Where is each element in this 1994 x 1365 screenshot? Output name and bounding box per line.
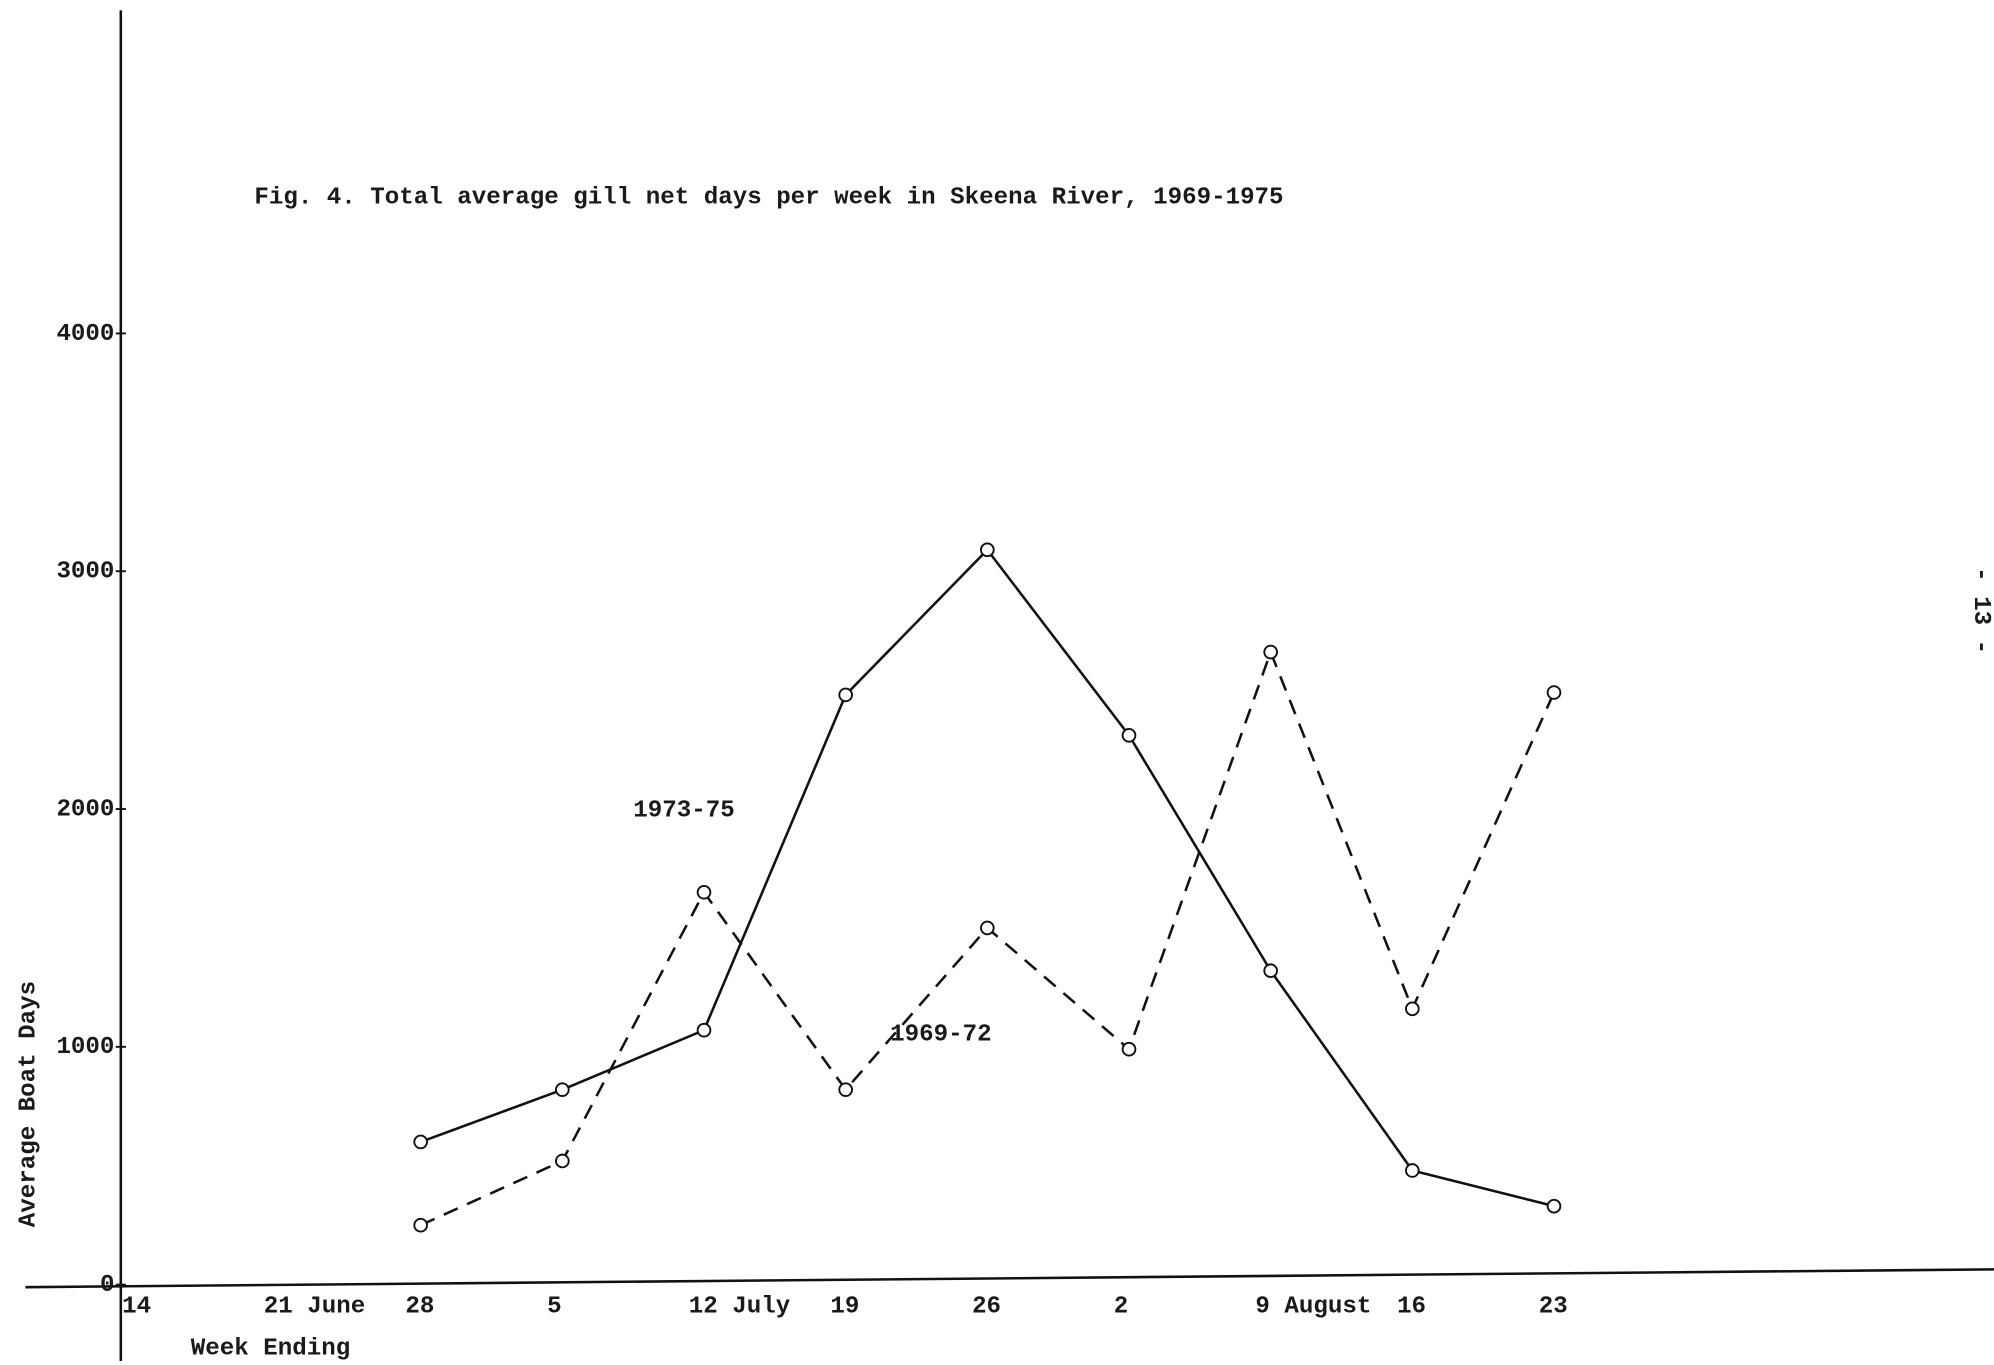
x-tick-label: 16 [1397,1294,1426,1321]
y-tick-label: 4000 [56,321,114,348]
data-point [980,542,995,558]
x-axis-label: Week Ending [191,1336,350,1363]
data-point [413,1217,428,1233]
page-number: - 13 - [1967,567,1994,654]
data-point [1405,1001,1420,1017]
data-point [838,687,853,703]
y-tick-label: 1000 [56,1034,114,1061]
data-point [555,1082,570,1097]
data-point [1121,1041,1137,1057]
data-point [413,1134,428,1150]
data-point [980,920,995,936]
x-axis [25,1268,1994,1289]
data-point [555,1153,570,1169]
y-tick-label: 0 [100,1272,115,1299]
x-tick-label: 14 [122,1294,151,1321]
x-tick-label: 21 June [264,1294,365,1321]
y-tick-label: 3000 [56,559,114,586]
data-point [1263,963,1278,979]
series-label: 1973-75 [633,798,734,825]
x-tick-label: 23 [1539,1294,1568,1321]
series-label: 1969-72 [890,1021,991,1048]
data-point [696,884,712,900]
data-point [1546,685,1562,700]
y-tick-label: 2000 [56,796,114,823]
x-tick-label: 2 [1114,1294,1129,1321]
chart-title: Fig. 4. Total average gill net days per … [254,185,1283,212]
x-tick-label: 12 July [689,1294,791,1321]
data-point [1405,1163,1420,1178]
x-tick-label: 5 [547,1294,562,1321]
data-point [1263,644,1278,660]
data-point [1546,1198,1562,1214]
x-tick-label: 9 August [1255,1294,1371,1321]
data-point [1121,728,1137,743]
x-tick-label: 28 [405,1294,434,1321]
y-axis-label: Average Boat Days [15,981,42,1227]
data-point [696,1022,712,1038]
x-tick-label: 19 [830,1294,859,1321]
x-tick-label: 26 [972,1294,1001,1321]
data-point [838,1082,853,1097]
